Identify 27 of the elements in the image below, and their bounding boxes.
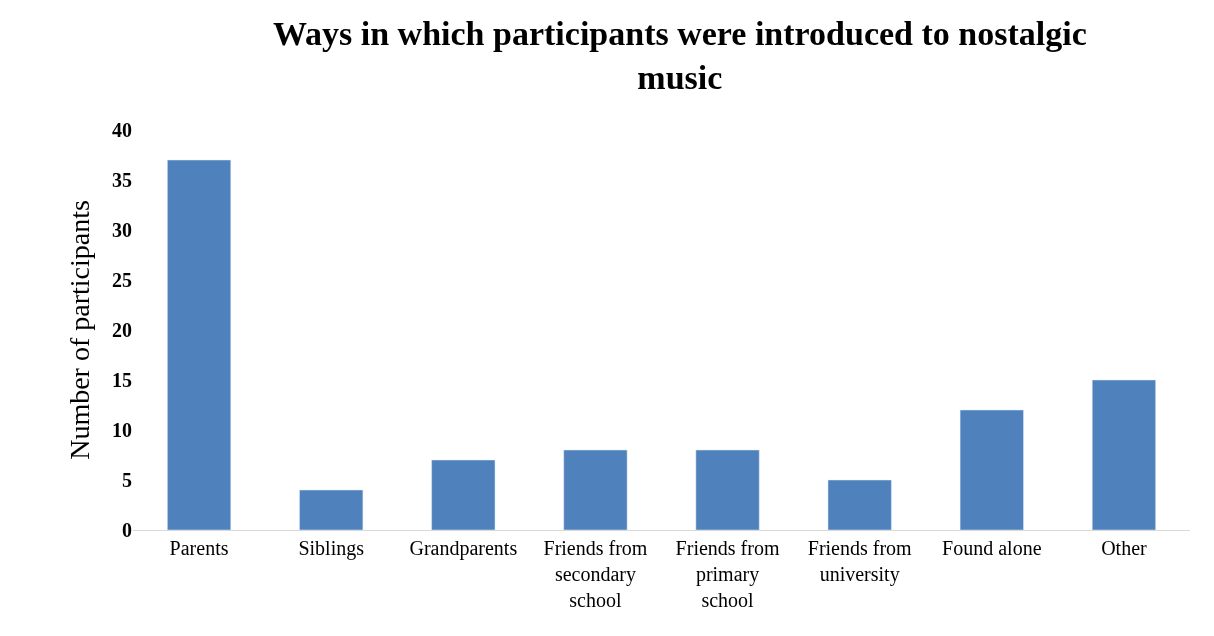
y-tick-label: 25 [112,269,132,291]
x-tick-label: Friends from secondary school [543,537,648,611]
y-tick-label: 40 [112,119,132,141]
chart-title: Ways in which participants were introduced to nostalgic music [272,14,1087,96]
x-tick-label: Found alone [942,537,1042,559]
bar [563,449,628,530]
y-tick-label: 0 [122,519,132,541]
x-tick-label: Friends from university [807,537,913,586]
bar [827,479,892,530]
y-tick-label: 15 [112,369,132,391]
bar [1091,379,1156,530]
bar [695,449,760,530]
y-tick-label: 20 [112,319,132,341]
bar [431,459,496,530]
bar [299,489,364,530]
x-tick-label: Grandparents [409,537,518,560]
y-tick-label: 5 [122,469,132,491]
x-tick-label: Other [1101,537,1148,559]
y-tick-label: 30 [112,219,132,241]
bar [959,409,1024,530]
y-axis-title: Number of participants [63,200,95,460]
y-tick-label: 10 [112,419,132,441]
bar [167,159,232,530]
x-tick-label: Parents [169,537,229,559]
x-tick-label: Friends from primary school [675,537,780,611]
x-tick-label: Siblings [298,537,365,560]
y-tick-label: 35 [112,169,132,191]
